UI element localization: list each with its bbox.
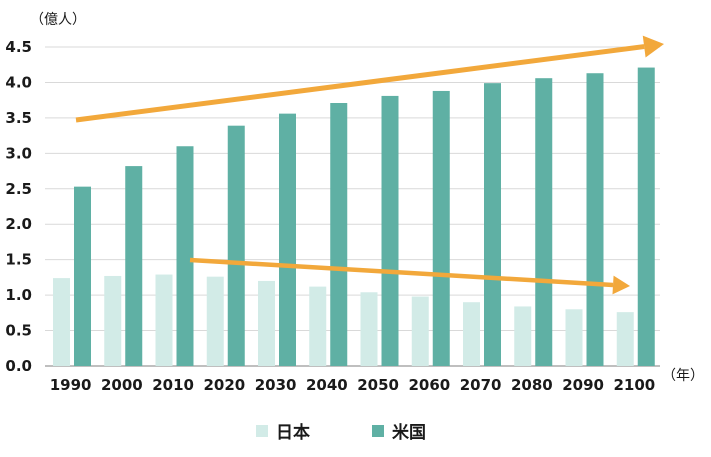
x-tick-label: 2040: [306, 376, 348, 394]
bar-japan-2040: [309, 286, 327, 366]
x-tick-label: 2020: [204, 376, 246, 394]
bar-japan-2070: [463, 302, 480, 366]
y-tick-label: 3.0: [5, 144, 32, 162]
bar-usa-2090: [586, 73, 604, 367]
bar-usa-2100: [637, 67, 655, 367]
bar-usa-2010: [176, 146, 194, 366]
bar-usa-2040: [330, 103, 348, 366]
legend-swatch-japan: [256, 425, 268, 437]
legend-label-japan: 日本: [276, 422, 310, 443]
bar-usa-1990: [74, 186, 91, 366]
bar-japan-2010: [155, 274, 173, 366]
x-tick-label: 2050: [357, 376, 399, 394]
y-tick-label: 3.5: [5, 109, 32, 127]
bar-usa-2030: [279, 113, 296, 366]
y-axis-unit-label: （億人）: [30, 12, 86, 28]
x-tick-label: 2060: [409, 376, 451, 394]
y-tick-label: 1.0: [5, 286, 32, 304]
usa-trend-arrow-shaft: [75, 44, 645, 123]
legend-label-usa: 米国: [392, 422, 426, 443]
y-tick-label: 0.5: [5, 322, 32, 340]
y-tick-label: 1.5: [5, 251, 32, 269]
y-tick-label: 0.0: [5, 357, 32, 375]
bars: [53, 67, 655, 367]
japan-trend-arrow-shaft: [189, 257, 614, 288]
x-tick-label: 2080: [511, 376, 553, 394]
bar-usa-2050: [381, 95, 399, 366]
bar-japan-2000: [104, 275, 122, 366]
legend: 日本 米国: [256, 422, 426, 443]
y-axis-ticks: 0.0 0.5 1.0 1.5 2.0 2.5 3.0 3.5 4.0 4.5: [5, 38, 32, 375]
bar-japan-2100: [616, 312, 634, 366]
bar-japan-2060: [411, 296, 429, 366]
bar-japan-2020: [206, 276, 224, 366]
bar-japan-2050: [360, 292, 378, 366]
x-tick-label: 2070: [460, 376, 502, 394]
bar-japan-2080: [514, 306, 532, 366]
y-tick-label: 2.5: [5, 180, 32, 198]
legend-swatch-usa: [372, 425, 384, 437]
bar-japan-2030: [258, 280, 275, 366]
bar-japan-2090: [565, 309, 583, 366]
bar-usa-2020: [227, 125, 245, 366]
x-tick-label: 1990: [50, 376, 92, 394]
usa-trend-arrow: [75, 35, 664, 123]
x-axis-ticks: 1990 2000 2010 2020 2030 2040 2050 2060 2070 2080…: [50, 376, 656, 394]
x-tick-label: 2030: [255, 376, 297, 394]
bar-japan-1990: [53, 278, 70, 366]
x-tick-label: 2090: [562, 376, 604, 394]
bar-usa-2070: [484, 83, 501, 367]
trend-arrows: [75, 35, 664, 295]
y-tick-label: 2.0: [5, 215, 32, 233]
bar-usa-2080: [535, 78, 553, 367]
x-tick-label: 2000: [101, 376, 143, 394]
y-tick-label: 4.0: [5, 73, 32, 91]
y-tick-label: 4.5: [5, 38, 32, 56]
bar-usa-2060: [432, 90, 450, 366]
x-tick-label: 2100: [614, 376, 656, 394]
x-tick-label: 2010: [152, 376, 194, 394]
x-axis-unit-label: （年）: [662, 368, 704, 384]
bar-usa-2000: [125, 166, 143, 366]
japan-trend-arrow-head: [612, 275, 630, 295]
japan-trend-arrow: [189, 257, 630, 295]
usa-trend-arrow-head: [642, 35, 664, 58]
